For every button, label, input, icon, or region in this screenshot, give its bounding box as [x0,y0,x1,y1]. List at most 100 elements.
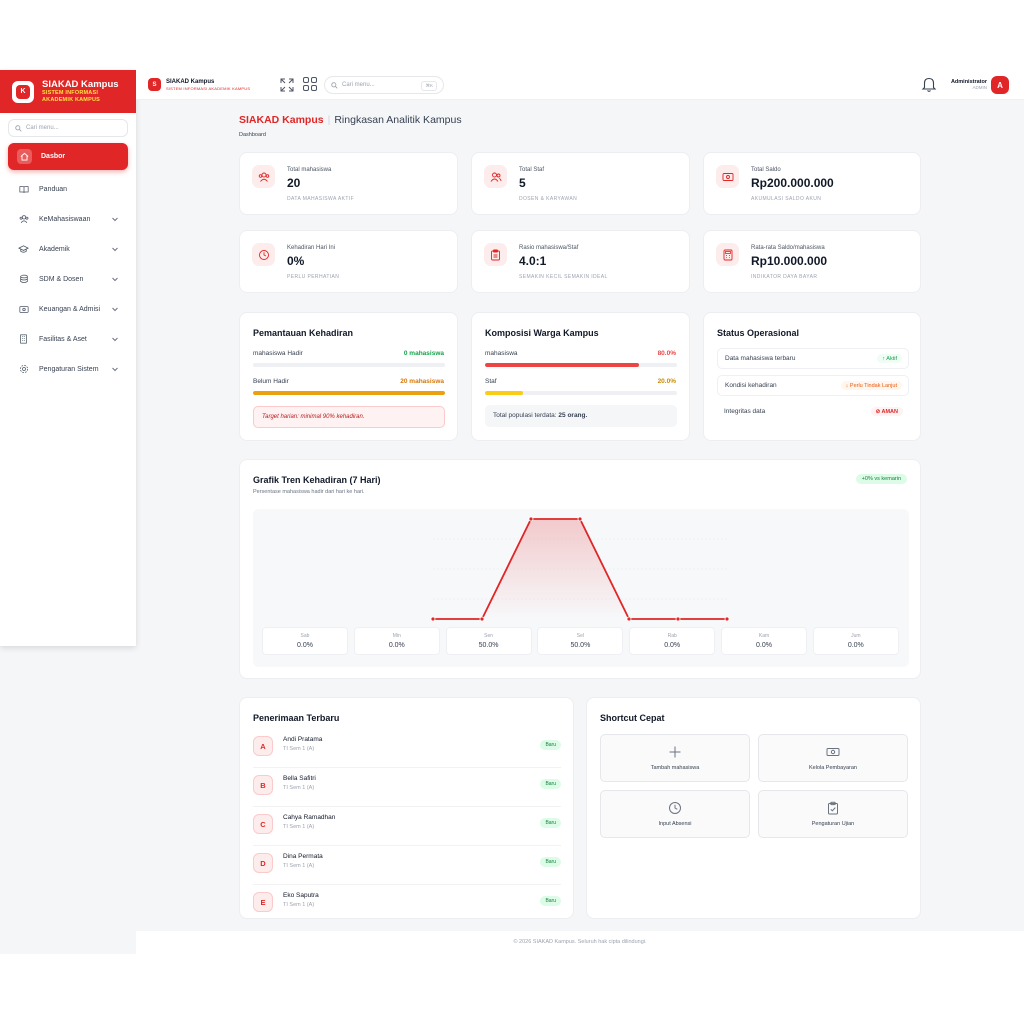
data-point-sab[interactable] [430,616,436,622]
card-title: Status Operasional [717,328,800,338]
book-icon [17,183,30,196]
attendance-row-label: mahasiswa Hadir [253,350,303,357]
data-point-min[interactable] [479,616,485,622]
sidebar-item-label: Akademik [39,245,70,253]
data-point-kam[interactable] [675,616,681,622]
sidebar-item-label: Pengaturan Sistem [39,365,99,373]
banknote-icon [826,748,840,756]
card-title: Pemantauan Kehadiran [253,328,354,338]
stat-card-total-staf: Total Staf 5 DOSEN & KARYAWAN [471,152,690,215]
stat-card-kehadiran: Kehadiran Hari Ini 0% PERLU PERHATIAN [239,230,458,293]
target-note: Target harian: minimal 90% kehadiran. [253,406,445,428]
breadcrumb[interactable]: Dashboard [239,132,266,138]
stat-sub: DOSEN & KARYAWAN [519,196,578,202]
shortcut-label: Kelola Pembayaran [808,765,857,771]
clipboard-check-icon [828,801,838,815]
composition-row-label: Staf [485,378,497,385]
stat-card-rasio: Rasio mahasiswa/Staf 4.0:1 SEMAKIN KECIL… [471,230,690,293]
card-title: Komposisi Warga Kampus [485,328,599,338]
footer: © 2026 SIAKAD Kampus. Seluruh hak cipta … [136,931,1024,954]
avatar[interactable]: A [991,76,1009,94]
avatar: B [253,775,273,795]
sidebar-item-fasilitas-aset[interactable]: Fasilitas & Aset [0,324,136,354]
topbar-logo[interactable]: S [148,78,161,91]
status-badge: Baru [540,818,561,828]
progress-bar [485,391,677,395]
progress-fill [253,391,445,395]
list-item[interactable]: A Andi Pratama TI Sem 1 (A) Baru [253,729,561,768]
student-class: TI Sem 1 (A) [283,785,315,791]
clock-icon [669,802,681,814]
sidebar-item-pengaturan-sistem[interactable]: Pengaturan Sistem [0,354,136,384]
card-title: Penerimaan Terbaru [253,713,340,723]
sidebar-item-label: Keuangan & Admisi [39,305,101,313]
student-name: Eko Saputra [283,892,319,899]
list-item[interactable]: E Eko Saputra TI Sem 1 (A) Baru [253,885,561,924]
stat-card-rata-rata-saldo: Rata-rata Saldo/mahasiswa Rp10.000.000 I… [703,230,921,293]
data-point-jum[interactable] [724,616,730,622]
shortcut-kelola-pembayaran[interactable]: Kelola Pembayaran [758,734,908,782]
database-icon [17,273,30,286]
stat-card-total-mahasiswa: Total mahasiswa 20 DATA MAHASISWA AKTIF [239,152,458,215]
plus-icon [669,746,681,758]
shortcut-label: Input Absensi [658,821,692,827]
chevron-down-icon [112,247,118,252]
topbar-search-input[interactable]: Cari menu... ⌘K [324,76,444,94]
user-group-icon [484,165,507,188]
status-row: Integritas data ⊘ AMAN [717,402,909,423]
sidebar-item-label: Panduan [39,185,68,193]
data-point-rab[interactable] [626,616,632,622]
users-icon [252,165,275,188]
topbar-title: SIAKAD Kampus [166,79,215,85]
shortcut-input-absensi[interactable]: Input Absensi [600,790,750,838]
shortcut-pengaturan-ujian[interactable]: Pengaturan Ujian [758,790,908,838]
sidebar-item-keuangan-admisi[interactable]: Keuangan & Admisi [0,294,136,324]
data-point-sen[interactable] [528,516,534,522]
x-tick-label: Sen [484,633,494,639]
chevron-down-icon [112,367,118,372]
sidebar-item-dasbor[interactable]: Dasbor [8,143,128,170]
sidebar-item-kemahasiswaan[interactable]: KeMahasiswaan [0,204,136,234]
composition-row-value: 20.0% [657,378,676,385]
data-label: 0.0% [664,642,681,649]
sidebar-search-input[interactable]: Cari menu... [8,119,128,137]
status-badge: Baru [540,779,561,789]
status-badge: Baru [540,896,561,906]
list-item[interactable]: D Dina Permata TI Sem 1 (A) Baru [253,846,561,885]
day-value-box: Sen 50.0% [445,627,532,655]
student-name: Dina Permata [283,853,323,860]
list-item[interactable]: C Cahya Ramadhan TI Sem 1 (A) Baru [253,807,561,846]
progress-fill [485,391,524,395]
day-value-box: Sab 0.0% [262,627,348,655]
status-label: Integritas data [724,408,766,415]
bell-icon[interactable] [920,75,938,93]
status-label: Kondisi kehadiran [725,382,777,389]
data-label: 0.0% [847,642,864,649]
student-name: Bella Safitri [283,775,316,782]
user-menu[interactable]: Administrator ADMIN [944,79,987,90]
stat-sub: DATA MAHASISWA AKTIF [287,196,355,202]
page-title: SIAKAD Kampus | Ringkasan Analitik Kampus [239,114,462,126]
grid-menu-icon[interactable] [302,76,318,92]
sidebar-item-label: KeMahasiswaan [39,215,91,223]
topbar-subtitle: SISTEM INFORMASI AKADEMIK KAMPUS [166,86,251,91]
series-area [433,519,727,619]
x-tick-label: Min [392,633,401,639]
sidebar-item-sdm-dosen[interactable]: SDM & Dosen [0,264,136,294]
shortcut-tambah-mahasiswa[interactable]: Tambah mahasiswa [600,734,750,782]
sidebar-item-panduan[interactable]: Panduan [0,174,136,204]
stat-label: Rata-rata Saldo/mahasiswa [751,245,825,251]
page-heading: Ringkasan Analitik Kampus [334,114,462,126]
chart-title: Grafik Tren Kehadiran (7 Hari) [253,475,381,485]
trend-chart [430,516,730,622]
status-badge: ↑ Aktif [877,354,902,363]
data-point-sel[interactable] [577,516,583,522]
sidebar-brand[interactable]: K SIAKAD Kampus SISTEM INFORMASI AKADEMI… [0,70,136,113]
avatar: E [253,892,273,912]
fullscreen-icon[interactable] [279,77,295,93]
sidebar-item-akademik[interactable]: Akademik [0,234,136,264]
list-item[interactable]: B Bella Safitri TI Sem 1 (A) Baru [253,768,561,807]
stat-value: 4.0:1 [519,254,547,268]
day-value-box: Sel 50.0% [537,627,624,655]
graduation-cap-icon [17,243,30,256]
